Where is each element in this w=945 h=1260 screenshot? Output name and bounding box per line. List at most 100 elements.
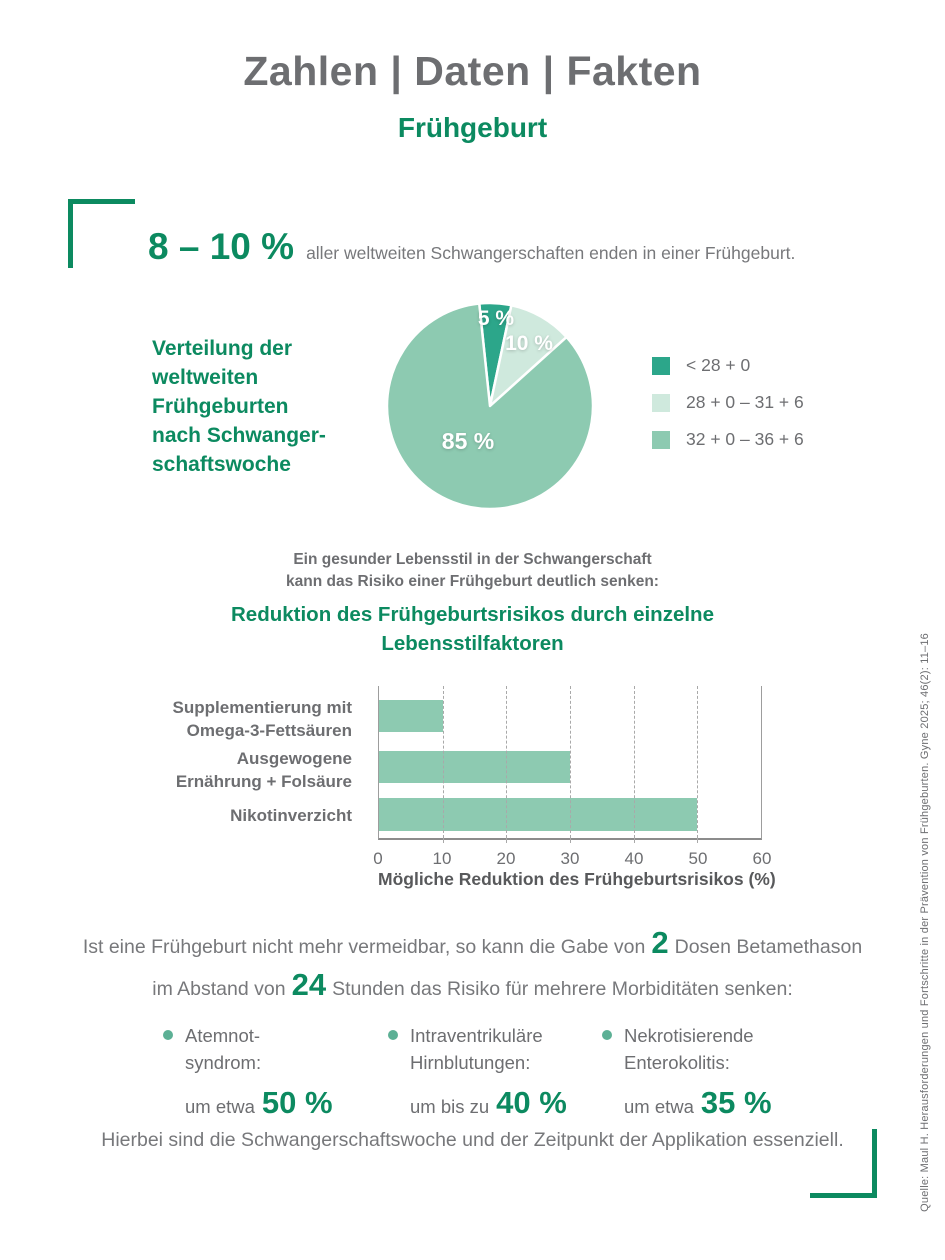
pie-chart-svg [385,301,595,511]
morbidity-stat: um bis zu 40 % [410,1085,567,1121]
beta-big-number: 2 [651,925,669,960]
source-citation: Quelle: Maul H. Herausforderungen und Fo… [919,633,931,1212]
bullet-icon [602,1030,612,1040]
bar-category-ernaehrung: Ausgewogene Ernährung + Folsäure [120,747,352,793]
morbidity-value: 50 % [261,1085,333,1120]
bar-omega3 [379,700,443,732]
beta-text: Stunden das Risiko für mehrere Morbiditä… [332,978,793,1000]
pie-title-line: nach Schwanger- [152,424,326,447]
lifestyle-intro-line: Ein gesunder Lebensstil in der Schwanger… [293,551,652,568]
stat-value: 8 – 10 % [148,226,295,267]
pie-title-line: Frühgeburten [152,395,289,418]
tick-mark [570,838,571,843]
corner-bracket-top-left-icon [68,199,135,268]
bar-category-line: Ausgewogene [236,749,352,768]
corner-bracket-bottom-right-icon [810,1129,877,1198]
tick-label: 30 [560,849,580,868]
gridline [697,686,699,838]
tick-label: 20 [496,849,516,868]
morbidity-stat: um etwa 50 % [185,1085,333,1121]
beta-text: im Abstand von [152,978,286,1000]
footer-note: Hierbei sind die Schwangerschaftswoche u… [101,1129,844,1151]
tick-label: 10 [432,849,452,868]
morbidity-prefix: um bis zu [410,1096,490,1117]
legend-item: 32 + 0 – 36 + 6 [652,429,804,450]
tick-label: 50 [688,849,708,868]
morbidity-item-enterokolitis: Nekrotisierende Enterokolitis: um etwa 35… [602,1022,772,1121]
pie-chart: 5 % 10 % 85 % [385,300,595,511]
morbidity-name-line: syndrom: [185,1052,262,1073]
stat-intro: 8 – 10 % aller weltweiten Schwangerschaf… [148,226,908,268]
legend-swatch-icon [652,393,670,412]
bar-category-line: Omega-3-Fettsäuren [186,721,352,740]
morbidity-value: 35 % [700,1085,772,1120]
morbidity-item-hirnblutungen: Intraventrikuläre Hirnblutungen: um bis … [388,1022,567,1121]
morbidity-name-line: Hirnblutungen: [410,1052,531,1073]
gridline [570,686,571,838]
pie-slice-label-28to31: 10 % [505,332,553,355]
stat-text: aller weltweiten Schwangerschaften enden… [306,243,796,263]
beta-big-number: 24 [291,967,327,1002]
legend-label: 32 + 0 – 36 + 6 [686,429,804,449]
legend-item: 28 + 0 – 31 + 6 [652,392,804,413]
pie-slice [385,302,595,511]
bar-category-omega3: Supplementierung mit Omega-3-Fettsäuren [120,696,352,742]
lifestyle-intro-line: kann das Risiko einer Frühgeburt deutlic… [286,572,659,590]
legend-label: 28 + 0 – 31 + 6 [686,392,804,412]
bar-chart-heading-line: Lebensstilfaktoren [381,631,564,655]
page-title: Zahlen | Daten | Fakten [243,48,702,94]
morbidity-stat: um etwa 35 % [624,1085,772,1121]
pie-legend: < 28 + 0 28 + 0 – 31 + 6 32 + 0 – 36 + 6 [652,355,804,466]
bar-chart-heading: Reduktion des Frühgeburtsrisikos durch e… [0,601,945,658]
pie-slice-label-under28: 5 % [477,307,515,330]
pie-slice-label-32to36: 85 % [441,428,495,454]
bar-nikotin [379,798,698,831]
tick-mark [506,838,508,843]
morbidity-prefix: um etwa [624,1096,694,1117]
pie-title-line: weltweiten [152,366,259,389]
tick-label: 40 [624,849,644,868]
morbidity-text: Nekrotisierende Enterokolitis: um etwa 35… [624,1022,772,1121]
bar-category-line: Ernährung + Folsäure [175,772,352,791]
tick-mark [633,838,635,843]
morbidity-text: Atemnot- syndrom: um etwa 50 % [185,1022,333,1121]
legend-label: < 28 + 0 [686,355,751,375]
morbidity-name-line: Intraventrikuläre [410,1025,543,1046]
page-subtitle: Frühgeburt [397,112,548,143]
beta-text: Ist eine Frühgeburt nicht mehr vermeidba… [82,936,646,958]
legend-swatch-icon [652,356,670,375]
lifestyle-intro: Ein gesunder Lebensstil in der Schwanger… [0,549,945,592]
gridline [506,686,508,838]
morbidity-name-line: Atemnot- [185,1025,261,1046]
bullet-icon [163,1030,173,1040]
beta-text: Dosen Betamethason [674,936,863,958]
morbidity-name: Intraventrikuläre Hirnblutungen: [410,1022,567,1076]
bar-ernaehrung [379,751,570,783]
legend-swatch-icon [652,430,670,449]
bar-chart-heading-line: Reduktion des Frühgeburtsrisikos durch e… [231,603,714,626]
morbidity-name-line: Enterokolitis: [624,1052,730,1073]
morbidity-name: Nekrotisierende Enterokolitis: [624,1022,772,1076]
tick-mark [697,838,699,843]
bar-chart-xaxis-label: Mögliche Reduktion des Frühgeburtsrisiko… [378,869,776,889]
pie-title-line: schaftswoche [152,453,291,476]
bar-category-line: Nikotinverzicht [230,806,352,825]
bar-category-nikotin: Nikotinverzicht [120,804,352,827]
morbidity-prefix: um etwa [185,1096,255,1117]
legend-item: < 28 + 0 [652,355,804,376]
bar-category-line: Supplementierung mit [172,698,352,717]
betamethason-paragraph: Ist eine Frühgeburt nicht mehr vermeidba… [0,924,945,1008]
morbidity-item-atemnotsyndrom: Atemnot- syndrom: um etwa 50 % [163,1022,333,1121]
tick-label: 60 [752,849,772,868]
morbidity-name: Atemnot- syndrom: [185,1022,333,1076]
morbidity-text: Intraventrikuläre Hirnblutungen: um bis … [410,1022,567,1121]
pie-chart-title: Verteilung der weltweiten Frühgeburten n… [152,334,402,479]
gridline [442,686,444,838]
bar-chart-plot [378,686,762,843]
morbidity-value: 40 % [496,1085,567,1120]
bullet-icon [388,1030,398,1040]
tick-mark [442,838,444,843]
pie-title-line: Verteilung der [152,337,293,360]
gridline [633,686,635,838]
